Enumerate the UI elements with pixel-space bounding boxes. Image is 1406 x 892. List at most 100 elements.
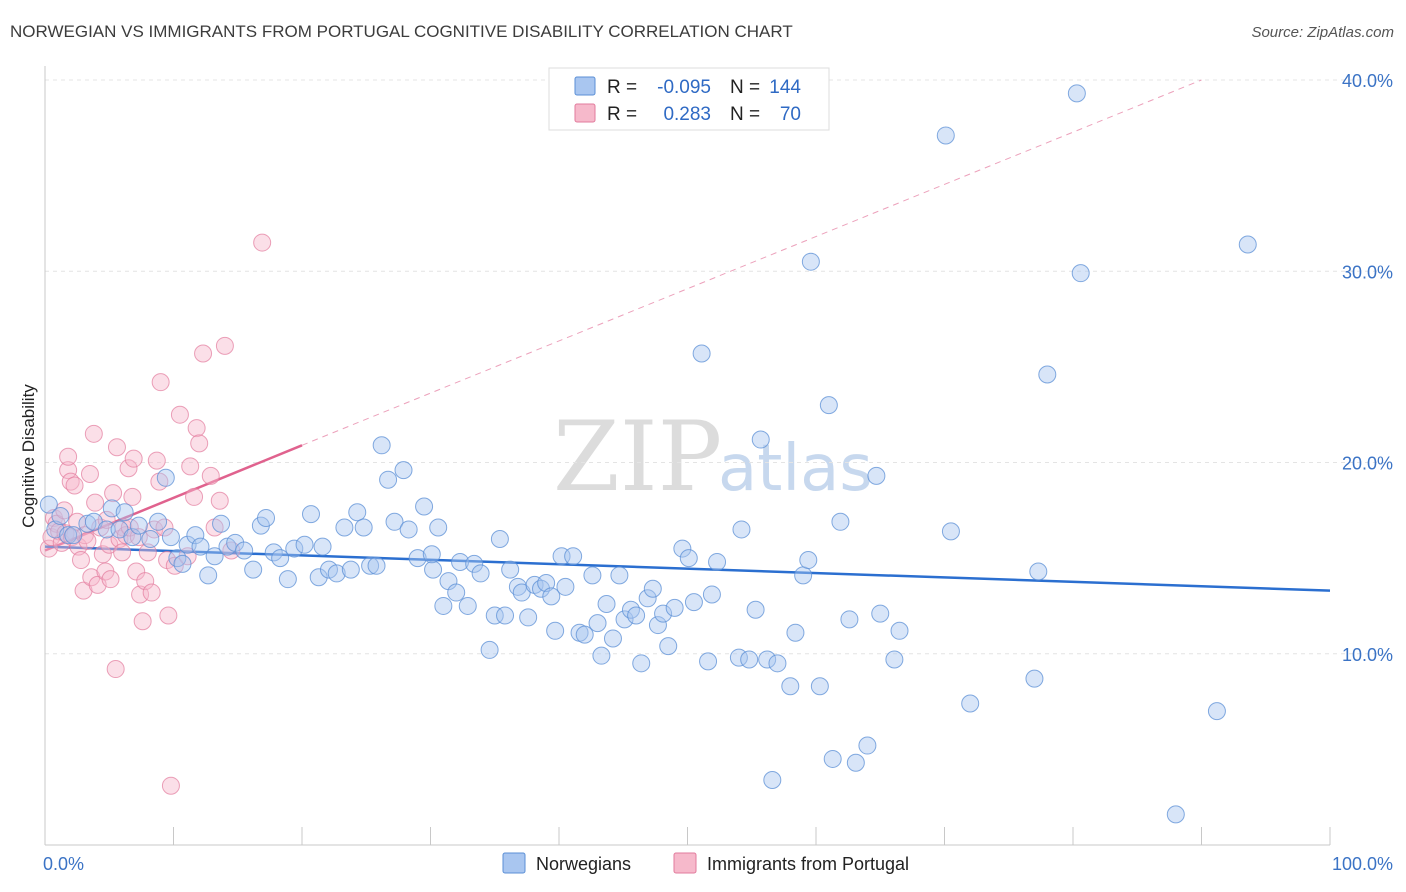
norwegian-point [885, 650, 904, 669]
portugal-point [194, 344, 213, 363]
trend-lines [44, 79, 1331, 592]
norwegian-point [673, 539, 692, 558]
norwegian-point [537, 573, 556, 592]
norwegian-point [447, 583, 466, 602]
norwegian-point [819, 396, 838, 415]
portugal-point [69, 537, 88, 556]
norwegian-point [149, 512, 168, 531]
norwegian-point [961, 694, 980, 713]
portugal-point [80, 464, 99, 483]
norwegian-point [621, 600, 640, 619]
x-tick-label-max: 100.0% [1332, 854, 1393, 874]
norwegian-point [451, 552, 470, 571]
portugal-point [124, 449, 143, 468]
series-legend-portugal: Immigrants from Portugal [707, 854, 909, 874]
norwegian-point [415, 497, 434, 516]
portugal-point [104, 484, 123, 503]
norwegian-point [429, 518, 448, 537]
norwegian-point [123, 528, 142, 547]
norwegian-point [831, 512, 850, 531]
norwegian-point [583, 566, 602, 585]
watermark: ZIP atlas [553, 401, 873, 513]
portugal-point [253, 233, 272, 252]
norwegian-point [168, 549, 187, 568]
legend-swatch-norwegians [574, 76, 596, 96]
series-legend-swatch-portugal [673, 852, 697, 874]
norwegian-point [186, 526, 205, 545]
norwegian-point [485, 606, 504, 625]
norwegian-point [244, 560, 263, 579]
norwegian-point [665, 598, 684, 617]
norwegian-point [39, 495, 58, 514]
norwegian-point [786, 623, 805, 642]
legend-n-value-1: 144 [769, 77, 801, 98]
norwegian-point [699, 652, 718, 671]
portugal-point [106, 660, 125, 679]
norwegian-point [64, 526, 83, 545]
legend-r-value-1: -0.095 [657, 77, 711, 98]
norwegian-point [941, 522, 960, 541]
norwegian-point [205, 547, 224, 566]
norwegian-point [823, 749, 842, 768]
norwegian-point [763, 770, 782, 789]
norwegian-point [746, 600, 765, 619]
norwegian-point [936, 126, 955, 145]
source-attribution: Source: ZipAtlas.com [1251, 24, 1394, 41]
portugal-point [113, 543, 132, 562]
norwegian-point [890, 621, 909, 640]
norwegian-point [295, 535, 314, 554]
norwegian-point [679, 549, 698, 568]
watermark-zip: ZIP [553, 401, 722, 513]
norwegian-point [309, 568, 328, 587]
x-tick-label-min: 0.0% [43, 854, 84, 874]
norwegian-point [846, 753, 865, 772]
portugal-point [147, 451, 166, 470]
norwegian-point [532, 579, 551, 598]
norwegian-point [740, 650, 759, 669]
norwegian-point [348, 503, 367, 522]
norwegian-point [372, 436, 391, 455]
norwegian-points [39, 84, 1257, 824]
norwegian-point [794, 566, 813, 585]
legend-box [548, 67, 830, 131]
norwegian-point [708, 552, 727, 571]
norwegian-point [465, 554, 484, 573]
norwegian-point [564, 547, 583, 566]
norwegian-point [546, 621, 565, 640]
norwegian-point [692, 344, 711, 363]
series-legend: Norwegians Immigrants from Portugal [502, 852, 909, 874]
norwegian-point [458, 596, 477, 615]
portugal-point [65, 476, 84, 495]
correlation-legend: R = -0.095 N = 144 R = 0.283 N = 70 [548, 67, 830, 131]
norwegian-trend-line [44, 545, 1331, 592]
legend-n-label-2: N = [730, 104, 760, 125]
norwegian-point [361, 556, 380, 575]
portugal-point [185, 487, 204, 506]
norwegian-point [597, 595, 616, 614]
portugal-point [93, 545, 112, 564]
norwegian-point [615, 610, 634, 629]
norwegian-point [810, 677, 829, 696]
norwegian-point [1038, 365, 1057, 384]
norwegian-point [648, 616, 667, 635]
norwegian-point [1029, 562, 1048, 581]
legend-r-value-2: 0.283 [663, 104, 711, 125]
norwegian-point [257, 508, 276, 527]
norwegian-point [354, 518, 373, 537]
norwegian-point [603, 629, 622, 648]
norwegian-point [501, 560, 520, 579]
watermark-atlas: atlas [718, 432, 873, 506]
norwegian-point [141, 530, 160, 548]
norwegian-point [129, 516, 148, 535]
norwegian-point [542, 587, 561, 606]
series-legend-swatch-norwegians [502, 852, 526, 874]
norwegian-point [199, 566, 218, 585]
norwegian-point [385, 512, 404, 531]
norwegian-point [799, 551, 818, 570]
norwegian-point [335, 518, 354, 537]
norwegian-point [173, 554, 192, 573]
norwegian-point [97, 520, 116, 539]
y-tick-label-40: 40.0% [1342, 71, 1393, 91]
portugal-point [181, 457, 200, 476]
legend-n-value-2: 70 [780, 104, 801, 125]
